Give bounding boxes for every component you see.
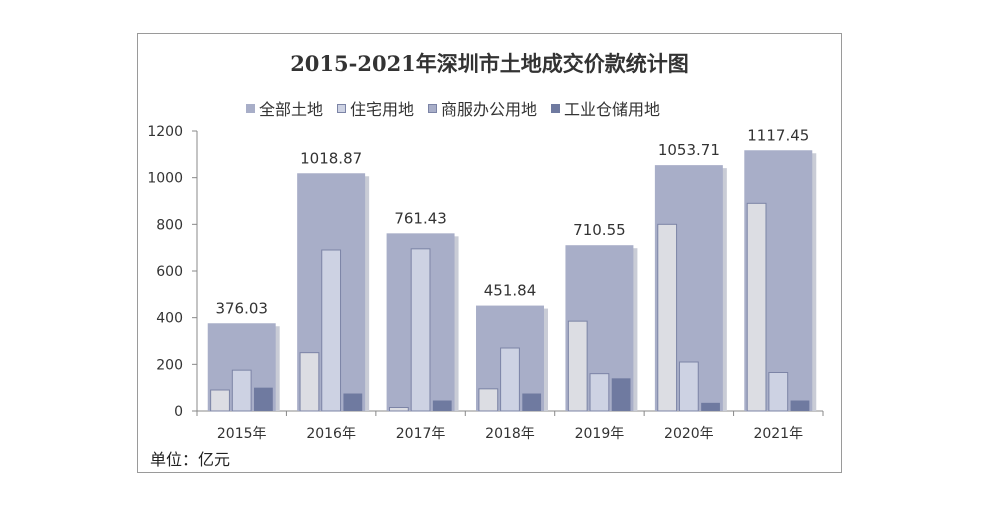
legend-label: 住宅用地 bbox=[350, 100, 415, 119]
bar-industrial bbox=[701, 402, 720, 411]
x-tick-label: 2015年 bbox=[217, 426, 267, 442]
bar-residential bbox=[678, 361, 699, 412]
x-tick-label: 2016年 bbox=[306, 426, 356, 442]
x-tick-label: 2021年 bbox=[753, 426, 803, 442]
x-tick-label: 2019年 bbox=[575, 426, 625, 442]
data-label-all-land: 376.03 bbox=[215, 299, 268, 317]
bar-commercial bbox=[210, 389, 230, 412]
y-tick-label: 400 bbox=[156, 311, 183, 327]
bar-industrial bbox=[611, 378, 631, 411]
data-label-all-land: 1117.45 bbox=[747, 126, 809, 144]
bar-industrial bbox=[254, 387, 273, 411]
x-tick-label: 2017年 bbox=[396, 426, 446, 442]
legend-swatch-residential bbox=[337, 103, 347, 113]
y-tick-label: 200 bbox=[156, 357, 183, 373]
bar-commercial bbox=[299, 352, 320, 412]
bar-residential bbox=[321, 249, 342, 412]
legend-swatch-commercial bbox=[428, 103, 438, 113]
bar-commercial bbox=[746, 202, 767, 412]
chart-title: 2015-2021年深圳市土地成交价款统计图 bbox=[290, 51, 689, 76]
data-label-all-land: 1053.71 bbox=[658, 141, 720, 159]
y-tick-label: 1200 bbox=[147, 124, 183, 140]
data-label-all-land: 710.55 bbox=[573, 221, 626, 239]
bar-residential bbox=[768, 372, 789, 412]
legend-item-industrial: 工业仓储用地 bbox=[551, 96, 660, 120]
x-tick-label: 2020年 bbox=[664, 426, 714, 442]
bar-commercial bbox=[388, 407, 409, 412]
bar-commercial bbox=[567, 320, 588, 412]
legend-label: 工业仓储用地 bbox=[564, 100, 661, 119]
bar-residential bbox=[589, 373, 610, 412]
legend-item-commercial: 商服办公用地 bbox=[428, 96, 537, 120]
bar-residential bbox=[410, 248, 431, 412]
bar-commercial bbox=[478, 388, 499, 412]
y-tick-label: 1000 bbox=[147, 171, 183, 187]
legend-item-residential: 住宅用地 bbox=[337, 96, 414, 120]
legend-swatch-all-land bbox=[246, 103, 255, 113]
bar-industrial bbox=[343, 393, 363, 411]
bar-industrial bbox=[432, 400, 452, 411]
y-tick-label: 0 bbox=[174, 404, 183, 420]
y-tick-label: 800 bbox=[156, 217, 183, 233]
unit-label: 单位：亿元 bbox=[150, 450, 231, 469]
x-tick-label: 2018年 bbox=[485, 426, 535, 442]
bar-commercial bbox=[657, 223, 678, 412]
bar-industrial bbox=[790, 400, 810, 411]
data-label-all-land: 1018.87 bbox=[300, 149, 362, 167]
chart-plot: 0 200 400 600 800 1000 1200 2015年 2016年 2017年 2018… bbox=[147, 124, 824, 442]
bar-residential bbox=[500, 347, 520, 412]
bar-industrial bbox=[522, 393, 542, 411]
legend-swatch-industrial bbox=[551, 103, 561, 113]
legend-item-all-land: 全部土地 bbox=[246, 96, 323, 120]
legend-label: 商服办公用地 bbox=[441, 100, 538, 119]
legend-label: 全部土地 bbox=[259, 100, 324, 119]
bar-residential bbox=[231, 369, 252, 412]
y-tick-label: 600 bbox=[156, 264, 183, 280]
chart-legend: 全部土地 住宅用地 商服办公用地 工业仓储用地 bbox=[246, 96, 660, 120]
chart-frame: 2015-2021年深圳市土地成交价款统计图 全部土地 住宅用地 商服办公用地 … bbox=[137, 33, 842, 473]
data-label-all-land: 761.43 bbox=[394, 209, 447, 227]
data-label-all-land: 451.84 bbox=[484, 282, 537, 300]
